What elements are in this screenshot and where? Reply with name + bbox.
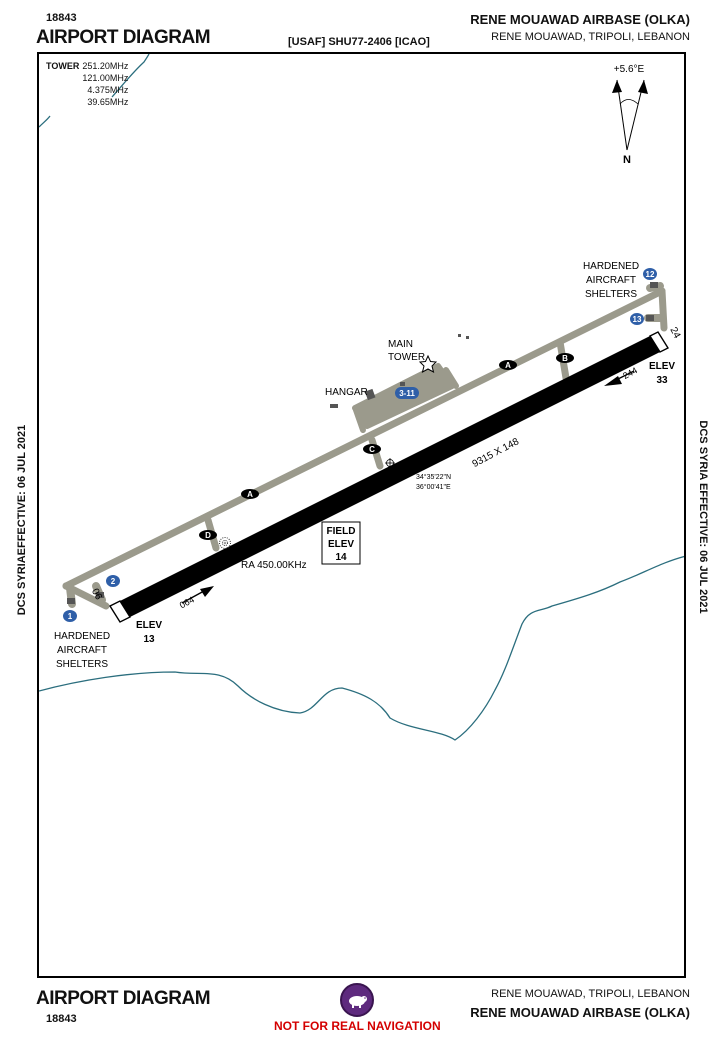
airport-location-bottom: RENE MOUAWAD, TRIPOLI, LEBANON [491,988,690,1000]
taxiway-ne-end [658,287,668,332]
page-title: AIRPORT DIAGRAM [36,27,211,48]
taxiway-label-b: B [556,353,574,363]
hangar-building [364,388,376,401]
not-for-navigation-warning: NOT FOR REAL NAVIGATION [274,1019,441,1033]
field-elevation-box: FIELD ELEV 14 [321,521,361,565]
svg-text:C: C [369,445,375,454]
shelters-ne-line1: HARDENED [583,261,639,272]
spot-badge-12: 12 [643,268,657,280]
taxiway-label-a2: A [499,360,517,370]
svg-text:12: 12 [646,270,655,279]
small-building-4 [466,336,469,339]
shelters-sw-line3: SHELTERS [56,659,108,670]
small-building-2 [400,382,405,386]
runway-number-ne: 24 [667,325,682,340]
north-label: N [623,154,631,166]
spot-badge-1: 1 [63,610,77,622]
main-tower-line2: TOWER [388,352,425,363]
boar-logo-icon [349,996,367,1008]
reference-point-icon [385,458,395,468]
shelters-ne-line2: AIRCRAFT [586,275,636,286]
svg-text:3-11: 3-11 [399,389,415,398]
airport-name-bottom: RENE MOUAWAD AIRBASE (OLKA) [470,1005,690,1020]
elev-ne-value: 33 [656,375,668,386]
svg-text:A: A [247,490,253,499]
shelters-sw-line2: AIRCRAFT [57,645,107,656]
shelter-sw-1 [67,598,75,604]
apron-connector-w [353,407,366,433]
elev-sw-value: 13 [143,634,155,645]
svg-text:1: 1 [68,612,73,621]
magnetic-variation: +5.6°E [614,64,645,75]
field-elev-line1: FIELD [327,526,356,537]
runway [108,331,670,623]
tower-frequency: 121.00MHz [82,73,129,83]
runway-surface [110,336,660,622]
tower-frequency: 39.65MHz [87,97,129,107]
tower-frequency: 251.20MHz [82,61,129,71]
effective-date-right: DCS SYRIA EFFECTIVE: 06 JUL 2021 [697,420,709,614]
coastline-top [111,54,150,98]
coastline [39,555,684,741]
elev-ne-label: ELEV [649,361,675,372]
heading-arrow-sw [181,586,214,604]
tower-frequencies: TOWER 251.20MHz 121.00MHz 4.375MHz 39.65… [46,60,128,108]
shelters-sw-line1: HARDENED [54,631,110,642]
tower-star-icon [418,354,438,373]
airport-location-top: RENE MOUAWAD, TRIPOLI, LEBANON [491,31,690,43]
runway-threshold-ne [648,331,670,353]
tower-label: TOWER [46,61,80,71]
field-elev-line2: ELEV [328,539,354,550]
shelter-sw-2 [96,592,104,598]
svg-text:B: B [562,354,568,363]
spot-badge-13: 13 [630,313,644,325]
svg-text:A: A [505,361,511,370]
svg-text:D: D [205,531,211,540]
coastline-corner [39,115,51,128]
airport-map: 064 244 06 24 9315 X 148 A A B C [39,54,684,741]
taxiway-label-c: C [363,444,381,454]
logo-badge [340,983,374,1017]
taxiway-label-d: D [199,530,217,540]
coordinates-lon: 36°00'41"E [416,483,451,491]
spot-badge-2: 2 [106,575,120,587]
buildings [67,282,658,604]
heading-arrow-ne [604,370,635,386]
field-elev-value: 14 [335,552,347,563]
main-tower-line1: MAIN [388,339,413,350]
footer-title: AIRPORT DIAGRAM [36,988,211,1009]
parallel-taxiway [62,287,666,590]
north-arrow: +5.6°E N [612,64,648,166]
runway-threshold-sw [108,600,132,623]
effective-date-left: DCS SYRIAEFFECTIVE: 06 JUL 2021 [16,424,28,616]
taxiway-label-a1: A [241,489,259,499]
airport-name-top: RENE MOUAWAD AIRBASE (OLKA) [470,12,690,27]
shelters-ne-line3: SHELTERS [585,289,637,300]
hangar-label: HANGAR [325,387,368,398]
tower-frequency: 4.375MHz [87,85,129,95]
shelter-ne-1 [650,282,658,288]
shelter-ne-2 [646,315,654,321]
svg-text:2: 2 [111,577,116,586]
chart-number-bottom: 18843 [46,1013,77,1025]
ra-frequency: RA 450.00KHz [241,560,307,571]
runway-number-sw: 06 [89,587,104,602]
apron-connector-e [443,367,459,389]
chart-code: [USAF] SHU77-2406 [ICAO] [288,36,430,48]
diagram-frame: 064 244 06 24 9315 X 148 A A B C [37,52,686,978]
spot-badge-3-11: 3-11 [395,387,419,399]
svg-text:13: 13 [633,315,642,324]
ndb-icon [219,537,231,549]
coordinates-lat: 34°35'22"N [416,473,451,481]
small-building-3 [458,334,461,337]
elev-sw-label: ELEV [136,620,162,631]
small-building-1 [330,404,338,408]
chart-number-top: 18843 [46,12,77,24]
